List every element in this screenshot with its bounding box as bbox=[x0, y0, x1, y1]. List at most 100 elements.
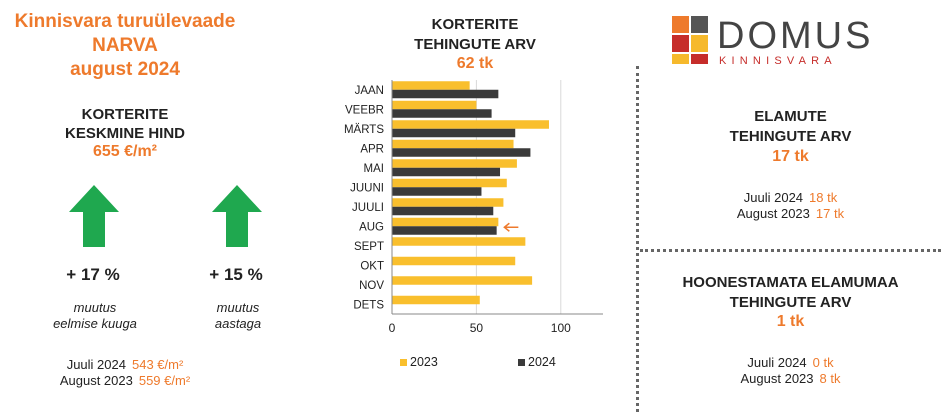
bar-2023 bbox=[392, 237, 526, 246]
bar-2023 bbox=[392, 178, 507, 188]
legend-label: 2023 bbox=[410, 355, 438, 369]
apartment-transactions-chart: 0 50 100 JAAN VEEBR MÄRTS APR MAI JUUNI JUULI AUG S… bbox=[344, 80, 603, 369]
category-label: VEEBR bbox=[345, 104, 384, 116]
logo-square-yellow bbox=[691, 35, 708, 52]
bar-2024 bbox=[392, 206, 494, 216]
chart-title-line1: KORTERITE bbox=[431, 16, 519, 33]
avg-price-title-line1: KORTERITE bbox=[81, 106, 169, 123]
homes-value: 17 tk bbox=[772, 148, 809, 165]
bar-2023 bbox=[392, 159, 517, 168]
avg-price-title: KORTERITE KESKMINE HIND bbox=[0, 105, 250, 143]
legend-swatch bbox=[400, 359, 407, 366]
yearly-change-note-line1: muutus bbox=[216, 300, 260, 315]
price-comparison: Juuli 2024 543 €/m² August 2023 559 €/m² bbox=[0, 357, 250, 389]
chart-title-line2: TEHINGUTE ARV bbox=[414, 36, 536, 53]
land-compare-row: Juuli 2024 0 tk bbox=[640, 355, 941, 371]
domus-logo: DOMUS KINNISVARA bbox=[672, 14, 912, 74]
homes-title-line2: TEHINGUTE ARV bbox=[729, 128, 852, 145]
compare-label: August 2023 bbox=[59, 373, 133, 388]
category-label: NOV bbox=[359, 280, 384, 292]
compare-value: 543 €/m² bbox=[131, 357, 184, 372]
bar-2024 bbox=[392, 128, 516, 138]
logo-square-red-small bbox=[691, 54, 708, 64]
bar-2023 bbox=[392, 139, 514, 149]
monthly-change-note-line1: muutus bbox=[73, 300, 117, 315]
bar-2024 bbox=[392, 89, 499, 99]
yearly-change-value: + 15 % bbox=[209, 265, 263, 284]
bar-2023 bbox=[392, 256, 516, 266]
logo-name: DOMUS bbox=[717, 15, 873, 57]
homes-compare-row: Juuli 2024 18 tk bbox=[640, 190, 941, 206]
homes-comparison: Juuli 2024 18 tk August 2023 17 tk bbox=[640, 190, 941, 222]
chart-title: KORTERITE TEHINGUTE ARV bbox=[355, 15, 595, 55]
x-tick-label: 50 bbox=[470, 321, 484, 335]
category-label: JUULI bbox=[352, 202, 384, 214]
category-label: JAAN bbox=[355, 85, 384, 97]
avg-price-value: 655 €/m² bbox=[92, 143, 158, 160]
category-label: AUG bbox=[359, 221, 384, 233]
price-compare-row: Juuli 2024 543 €/m² bbox=[0, 357, 250, 373]
bar-2023 bbox=[392, 295, 480, 305]
bar-2024 bbox=[392, 148, 531, 157]
compare-value: 18 tk bbox=[809, 190, 838, 205]
highlight-arrow-icon bbox=[503, 222, 519, 232]
report-title-line1: Kinnisvara turuülevaade bbox=[14, 11, 236, 32]
compare-label: Juuli 2024 bbox=[66, 357, 126, 372]
bar-2023 bbox=[392, 81, 470, 90]
land-title: HOONESTAMATA ELAMUMAA TEHINGUTE ARV bbox=[640, 273, 941, 313]
category-label: MÄRTS bbox=[344, 124, 384, 136]
chart-total: 62 tk bbox=[456, 55, 494, 72]
category-label: DETS bbox=[353, 299, 384, 311]
category-label: JUUNI bbox=[350, 182, 384, 194]
report-title-line3: august 2024 bbox=[70, 59, 180, 80]
avg-price-title-line2: KESKMINE HIND bbox=[64, 125, 185, 142]
vertical-divider bbox=[636, 66, 639, 412]
legend-label: 2024 bbox=[528, 355, 556, 369]
bar-2024 bbox=[392, 109, 492, 118]
monthly-change-note: muutus eelmise kuuga bbox=[25, 300, 165, 332]
x-tick-label: 0 bbox=[389, 321, 396, 335]
bar-2024 bbox=[392, 226, 497, 235]
bar-2023 bbox=[392, 198, 504, 207]
category-label: MAI bbox=[364, 163, 384, 175]
homes-title: ELAMUTE TEHINGUTE ARV bbox=[640, 107, 941, 147]
logo-square-orange bbox=[672, 16, 689, 33]
bar-2023 bbox=[392, 100, 477, 110]
report-title-line2: NARVA bbox=[92, 35, 158, 56]
compare-label: Juuli 2024 bbox=[747, 355, 807, 370]
bar-2023 bbox=[392, 276, 533, 285]
land-value: 1 tk bbox=[776, 313, 805, 330]
logo-sub: KINNISVARA bbox=[719, 55, 837, 67]
logo-square-red bbox=[672, 35, 689, 52]
category-label: OKT bbox=[360, 260, 384, 272]
arrow-up-icon bbox=[69, 185, 119, 247]
land-title-line2: TEHINGUTE ARV bbox=[729, 294, 852, 311]
compare-label: Juuli 2024 bbox=[743, 190, 804, 205]
compare-value: 559 €/m² bbox=[138, 373, 191, 388]
bar-2023 bbox=[392, 217, 499, 227]
category-label: SEPT bbox=[354, 241, 384, 253]
bar-2024 bbox=[392, 187, 482, 196]
compare-label: August 2023 bbox=[740, 371, 814, 386]
monthly-change-note-line2: eelmise kuuga bbox=[53, 316, 137, 331]
bar-2024 bbox=[392, 167, 501, 177]
monthly-change-value: + 17 % bbox=[66, 265, 120, 284]
compare-value: 17 tk bbox=[815, 206, 845, 221]
homes-title-line1: ELAMUTE bbox=[754, 108, 827, 125]
compare-label: August 2023 bbox=[736, 206, 810, 221]
homes-compare-row: August 2023 17 tk bbox=[640, 206, 941, 222]
report-title: Kinnisvara turuülevaade NARVA august 202… bbox=[0, 10, 250, 82]
x-tick-label: 100 bbox=[551, 321, 571, 335]
price-compare-row: August 2023 559 €/m² bbox=[0, 373, 250, 389]
yearly-change-note-line2: aastaga bbox=[214, 316, 262, 331]
horizontal-divider bbox=[640, 249, 941, 252]
land-compare-row: August 2023 8 tk bbox=[640, 371, 941, 387]
compare-value: 8 tk bbox=[819, 371, 841, 386]
category-label: APR bbox=[360, 143, 384, 155]
yearly-change-note: muutus aastaga bbox=[168, 300, 308, 332]
land-title-line1: HOONESTAMATA ELAMUMAA bbox=[682, 274, 899, 291]
logo-square-yellow-small bbox=[672, 54, 689, 64]
land-comparison: Juuli 2024 0 tk August 2023 8 tk bbox=[640, 355, 941, 387]
compare-value: 0 tk bbox=[812, 355, 834, 370]
legend-swatch bbox=[518, 359, 525, 366]
